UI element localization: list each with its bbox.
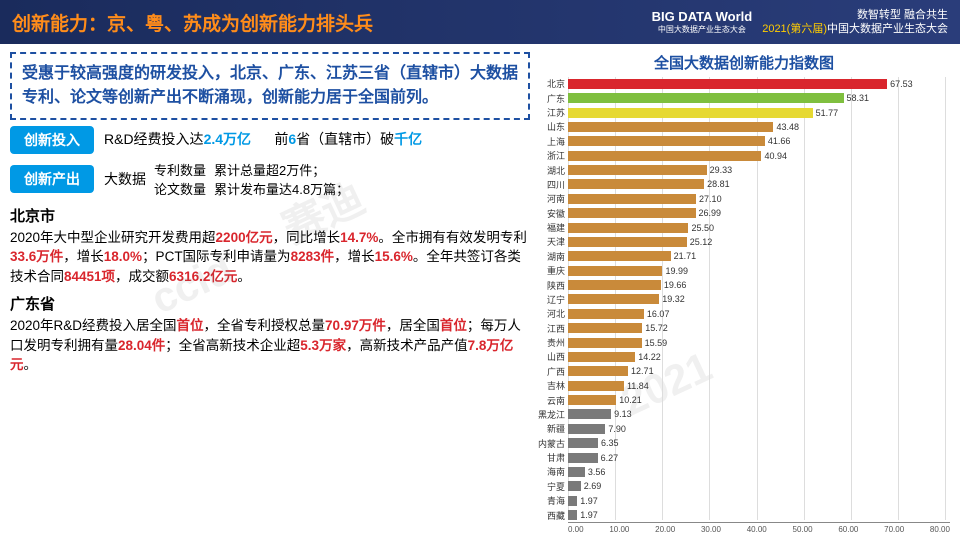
bar-row: 福建25.50 bbox=[538, 221, 946, 235]
beijing-text: 2020年大中型企业研究开发费用超2200亿元，同比增长14.7%。全市拥有有效… bbox=[10, 228, 530, 287]
bar-row: 辽宁19.32 bbox=[538, 293, 946, 307]
beijing-block: 北京市 2020年大中型企业研究开发费用超2200亿元，同比增长14.7%。全市… bbox=[10, 204, 530, 286]
bar-row: 天津25.12 bbox=[538, 235, 946, 249]
bar-row: 黑龙江9.13 bbox=[538, 408, 946, 422]
bar-row: 上海41.66 bbox=[538, 135, 946, 149]
bar-row: 山西14.22 bbox=[538, 350, 946, 364]
bar-row: 西藏1.97 bbox=[538, 508, 946, 522]
bar-row: 北京67.53 bbox=[538, 77, 946, 91]
bar-row: 云南10.21 bbox=[538, 393, 946, 407]
bar-row: 江苏51.77 bbox=[538, 106, 946, 120]
bar-row: 新疆7.90 bbox=[538, 422, 946, 436]
bar-row: 海南3.56 bbox=[538, 465, 946, 479]
bar-row: 江西15.72 bbox=[538, 321, 946, 335]
x-axis: 0.0010.0020.0030.0040.0050.0060.0070.008… bbox=[568, 522, 950, 534]
bar-row: 浙江40.94 bbox=[538, 149, 946, 163]
innovation-output-row: 创新产出 大数据 专利数量 论文数量 累计总量超2万件； 累计发布量达4.8万篇… bbox=[10, 160, 530, 198]
header: 创新能力：京、粤、苏成为创新能力排头兵 BIG DATA World 中国大数据… bbox=[0, 0, 960, 44]
bar-row: 河北16.07 bbox=[538, 307, 946, 321]
innovation-input-row: 创新投入 R&D经费投入达2.4万亿 前6省（直辖市）破千亿 bbox=[10, 126, 530, 154]
bar-row: 广西12.71 bbox=[538, 365, 946, 379]
summary-box: 受惠于较高强度的研发投入，北京、广东、江苏三省（直辖市）大数据专利、论文等创新产… bbox=[10, 52, 530, 120]
chart-bars: 北京67.53广东58.31江苏51.77山东43.48上海41.66浙江40.… bbox=[538, 77, 950, 522]
bar-row: 湖北29.33 bbox=[538, 163, 946, 177]
bar-row: 陕西19.66 bbox=[538, 278, 946, 292]
bar-row: 广东58.31 bbox=[538, 91, 946, 105]
bar-row: 宁夏2.69 bbox=[538, 480, 946, 494]
bar-row: 内蒙古6.35 bbox=[538, 436, 946, 450]
header-subtitle: 数智转型 融合共生 2021(第六届)中国大数据产业生态大会 bbox=[762, 8, 948, 37]
bar-row: 贵州15.59 bbox=[538, 336, 946, 350]
guangdong-block: 广东省 2020年R&D经费投入居全国首位，全省专利授权总量70.97万件，居全… bbox=[10, 292, 530, 374]
bar-chart: 北京67.53广东58.31江苏51.77山东43.48上海41.66浙江40.… bbox=[538, 77, 950, 534]
chart-title: 全国大数据创新能力指数图 bbox=[538, 52, 950, 73]
content: 受惠于较高强度的研发投入，北京、广东、江苏三省（直辖市）大数据专利、论文等创新产… bbox=[0, 44, 960, 540]
bar-row: 青海1.97 bbox=[538, 494, 946, 508]
bar-row: 四川28.81 bbox=[538, 178, 946, 192]
bar-row: 安徽26.99 bbox=[538, 206, 946, 220]
guangdong-text: 2020年R&D经费投入居全国首位，全省专利授权总量70.97万件，居全国首位；… bbox=[10, 316, 530, 375]
input-tag: 创新投入 bbox=[10, 126, 94, 154]
right-column: 全国大数据创新能力指数图 北京67.53广东58.31江苏51.77山东43.4… bbox=[538, 52, 950, 534]
output-tag: 创新产出 bbox=[10, 165, 94, 193]
bar-row: 重庆19.99 bbox=[538, 264, 946, 278]
bar-row: 河南27.10 bbox=[538, 192, 946, 206]
left-column: 受惠于较高强度的研发投入，北京、广东、江苏三省（直辖市）大数据专利、论文等创新产… bbox=[10, 52, 530, 534]
logo: BIG DATA World 中国大数据产业生态大会 bbox=[652, 9, 753, 34]
bar-row: 湖南21.71 bbox=[538, 250, 946, 264]
bar-row: 甘肃6.27 bbox=[538, 451, 946, 465]
bar-row: 山东43.48 bbox=[538, 120, 946, 134]
page-title: 创新能力：京、粤、苏成为创新能力排头兵 bbox=[12, 9, 373, 36]
header-right: BIG DATA World 中国大数据产业生态大会 数智转型 融合共生 202… bbox=[652, 8, 948, 37]
bar-row: 吉林11.84 bbox=[538, 379, 946, 393]
